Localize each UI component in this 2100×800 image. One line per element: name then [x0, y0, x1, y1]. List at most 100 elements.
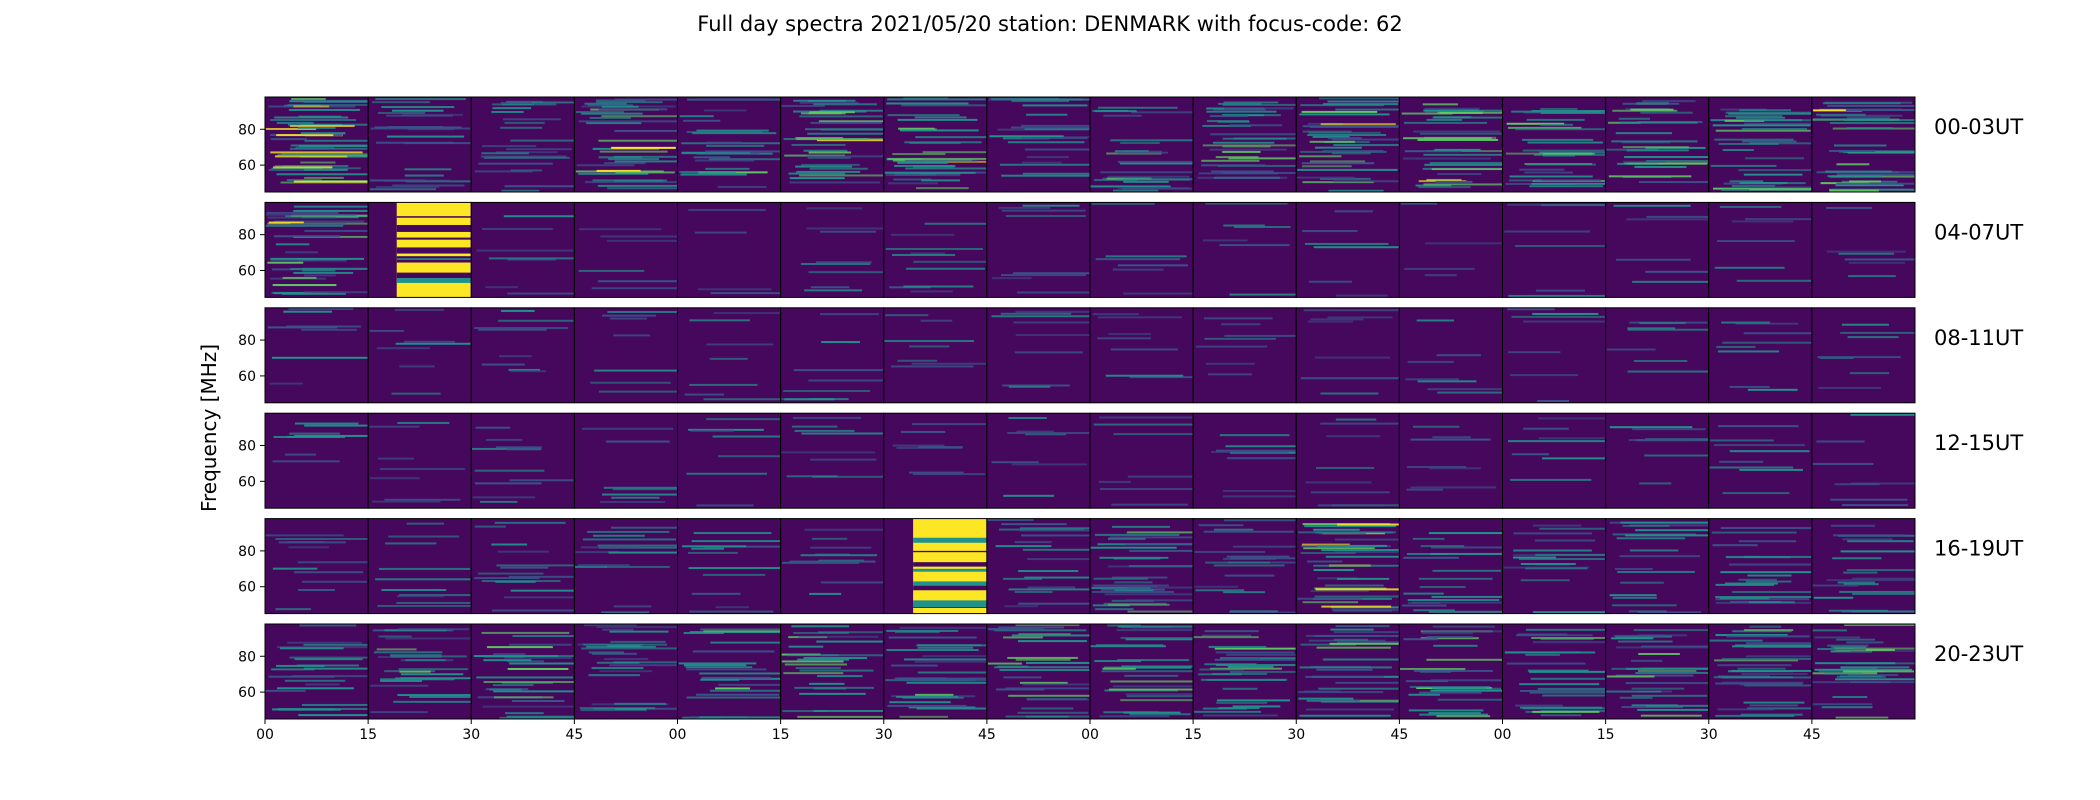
spectral-band [1622, 146, 1689, 149]
spectral-band [1321, 549, 1400, 552]
spectral-band [1005, 215, 1086, 218]
spectral-band [1109, 536, 1194, 539]
spectral-band [606, 440, 670, 443]
spectral-band [1020, 124, 1090, 127]
spectrum-panel [883, 623, 988, 720]
spectral-band [1429, 467, 1481, 470]
spectral-band [818, 631, 884, 634]
spectral-band [303, 643, 369, 646]
spectral-band [922, 151, 987, 154]
spectral-band [793, 99, 856, 102]
spectral-band [1629, 549, 1679, 552]
spectral-band [372, 500, 441, 503]
spectral-band [798, 635, 879, 638]
spectral-band [1125, 543, 1194, 546]
spectral-band [1508, 294, 1606, 297]
spectral-band [1223, 224, 1265, 227]
spectral-band [1540, 111, 1606, 114]
spectral-band [1222, 495, 1297, 498]
spectral-band [473, 655, 559, 658]
spectral-band [1838, 252, 1894, 255]
spectral-band [1125, 693, 1194, 696]
spectral-band [478, 162, 553, 165]
spectral-band [1614, 567, 1653, 570]
spectral-band [1732, 591, 1812, 594]
panel-background [1193, 307, 1297, 403]
spectral-band [1523, 427, 1569, 430]
spectral-band [1129, 376, 1194, 379]
spectral-band [385, 637, 472, 640]
spectral-band [1126, 695, 1194, 698]
spectral-band [1537, 400, 1570, 403]
spectral-band [388, 126, 444, 129]
spectrum-panel [367, 623, 472, 720]
spectrum-panel [1502, 96, 1607, 193]
spectral-band [1813, 118, 1890, 121]
spectral-band [1728, 112, 1812, 115]
spectral-band [818, 120, 884, 123]
panel-background [1296, 413, 1400, 509]
spectral-band [1202, 144, 1297, 147]
row-time-label: 16-19UT [1934, 537, 2023, 561]
spectral-band [1812, 681, 1915, 684]
spectral-band [598, 108, 668, 111]
spectral-band [1825, 170, 1892, 173]
spectral-band [1219, 434, 1290, 437]
spectral-band [791, 625, 850, 628]
spectral-band [293, 209, 369, 212]
spectral-band [783, 389, 871, 392]
spectral-band [1718, 142, 1779, 145]
spectrum-panel [677, 518, 782, 615]
spectral-band [1317, 544, 1388, 547]
spectral-band [688, 208, 766, 211]
spectral-band [901, 104, 987, 107]
spectral-band [915, 136, 987, 139]
spectral-band [1204, 630, 1259, 633]
spectral-band [909, 345, 950, 348]
spectral-band [1816, 113, 1866, 116]
spectral-band [1423, 630, 1503, 633]
spectral-band [1204, 317, 1273, 320]
spectral-band [304, 667, 369, 670]
spectral-band [1852, 577, 1915, 580]
spectral-band [379, 467, 465, 470]
spectral-band [1001, 274, 1086, 277]
spectral-band [1321, 605, 1392, 608]
spectral-band [1745, 655, 1812, 658]
spectral-band [1325, 584, 1384, 587]
spectral-band [1131, 111, 1194, 114]
panel-frame [1811, 623, 1916, 720]
spectral-band [509, 479, 575, 482]
spectral-band [1821, 706, 1873, 709]
spectral-band [511, 700, 565, 703]
spectral-band [1019, 529, 1090, 532]
spectral-band [1644, 454, 1709, 457]
spectral-band [1745, 580, 1792, 583]
spectrum-panel [470, 623, 575, 720]
spectral-band [1126, 531, 1194, 534]
spectral-band [474, 577, 540, 580]
spectral-band [296, 664, 359, 667]
spectral-band [1532, 611, 1606, 614]
spectral-band [1327, 137, 1362, 140]
spectral-band [287, 123, 369, 126]
spectral-band [1513, 549, 1592, 552]
spectrum-panel [1398, 201, 1503, 298]
spectral-band [686, 696, 781, 699]
spectral-band [1117, 160, 1194, 163]
panel-background [780, 202, 884, 298]
spectral-band [891, 233, 955, 236]
spectral-band [1305, 708, 1395, 711]
spectral-band [276, 664, 325, 667]
spectral-band [1715, 634, 1788, 637]
spectral-band [1302, 125, 1400, 128]
spectral-band [1836, 163, 1870, 166]
spectral-band [281, 292, 346, 295]
spectral-band [1619, 121, 1698, 124]
spectral-band [686, 668, 767, 671]
spectral-band [812, 475, 884, 478]
spectral-band [1209, 148, 1287, 151]
spectral-band [1018, 633, 1071, 636]
spectral-band [277, 154, 369, 157]
spectral-band [809, 682, 845, 685]
